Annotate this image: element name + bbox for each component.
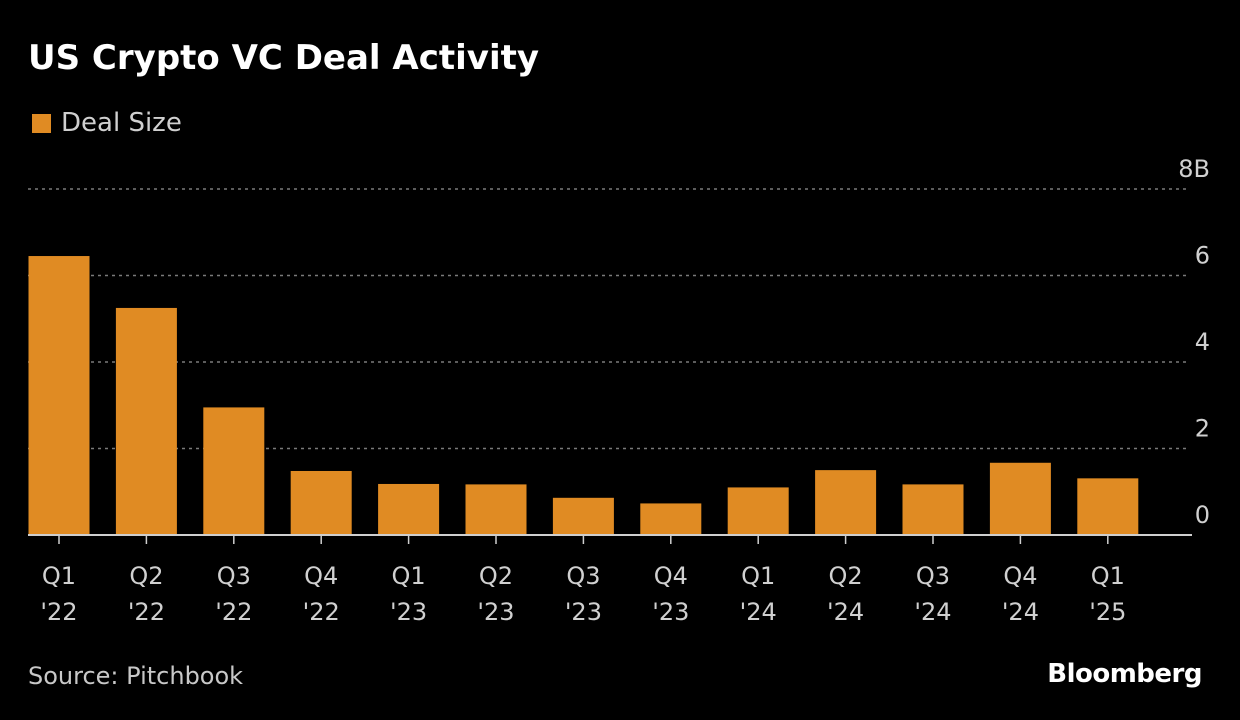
bloomberg-logo: Bloomberg [1047, 659, 1202, 689]
x-tick-label-quarter: Q3 [916, 562, 950, 590]
x-tick-label-quarter: Q4 [654, 562, 688, 590]
bar [640, 503, 702, 535]
bar [815, 470, 877, 535]
y-tick-label: 0 [1195, 501, 1210, 529]
x-tick-label-year: '22 [128, 598, 165, 626]
x-tick-label-year: '24 [914, 598, 951, 626]
x-tick-label-quarter: Q4 [304, 562, 338, 590]
x-tick-label-quarter: Q1 [1091, 562, 1125, 590]
x-tick-label-year: '24 [1002, 598, 1039, 626]
bar [203, 407, 265, 535]
x-tick-label-quarter: Q2 [829, 562, 863, 590]
bar [465, 484, 527, 535]
x-tick-label-quarter: Q1 [42, 562, 76, 590]
bar [28, 256, 90, 535]
x-tick-label-year: '25 [1089, 598, 1126, 626]
y-tick-label: 6 [1195, 242, 1210, 270]
x-tick-label-year: '22 [215, 598, 252, 626]
bar [989, 462, 1051, 535]
bar [115, 307, 177, 535]
y-tick-label: 8B [1178, 155, 1210, 183]
bar [1077, 478, 1139, 535]
x-tick-label-quarter: Q3 [217, 562, 251, 590]
legend-swatch [32, 113, 51, 133]
bar [552, 497, 614, 535]
x-tick-label-year: '24 [740, 598, 777, 626]
x-tick-label-quarter: Q3 [566, 562, 600, 590]
x-tick-label-year: '23 [565, 598, 602, 626]
x-tick-label-year: '23 [390, 598, 427, 626]
x-tick-label-quarter: Q4 [1003, 562, 1037, 590]
x-tick-label-year: '23 [652, 598, 689, 626]
bar [727, 487, 789, 535]
bar [290, 470, 352, 535]
x-tick-label-quarter: Q1 [392, 562, 426, 590]
bar [902, 484, 964, 535]
source-note: Source: Pitchbook [28, 662, 244, 690]
x-tick-label-quarter: Q1 [741, 562, 775, 590]
bar [378, 483, 440, 535]
y-tick-label: 4 [1195, 328, 1210, 356]
x-tick-label-quarter: Q2 [129, 562, 163, 590]
legend: Deal Size [32, 108, 182, 138]
x-tick-label-year: '22 [40, 598, 77, 626]
x-tick-label-quarter: Q2 [479, 562, 513, 590]
legend-label: Deal Size [61, 108, 182, 138]
y-tick-label: 2 [1195, 415, 1210, 443]
x-tick-label-year: '22 [303, 598, 340, 626]
x-tick-label-year: '24 [827, 598, 864, 626]
chart-title: US Crypto VC Deal Activity [28, 38, 540, 78]
x-tick-label-year: '23 [477, 598, 514, 626]
